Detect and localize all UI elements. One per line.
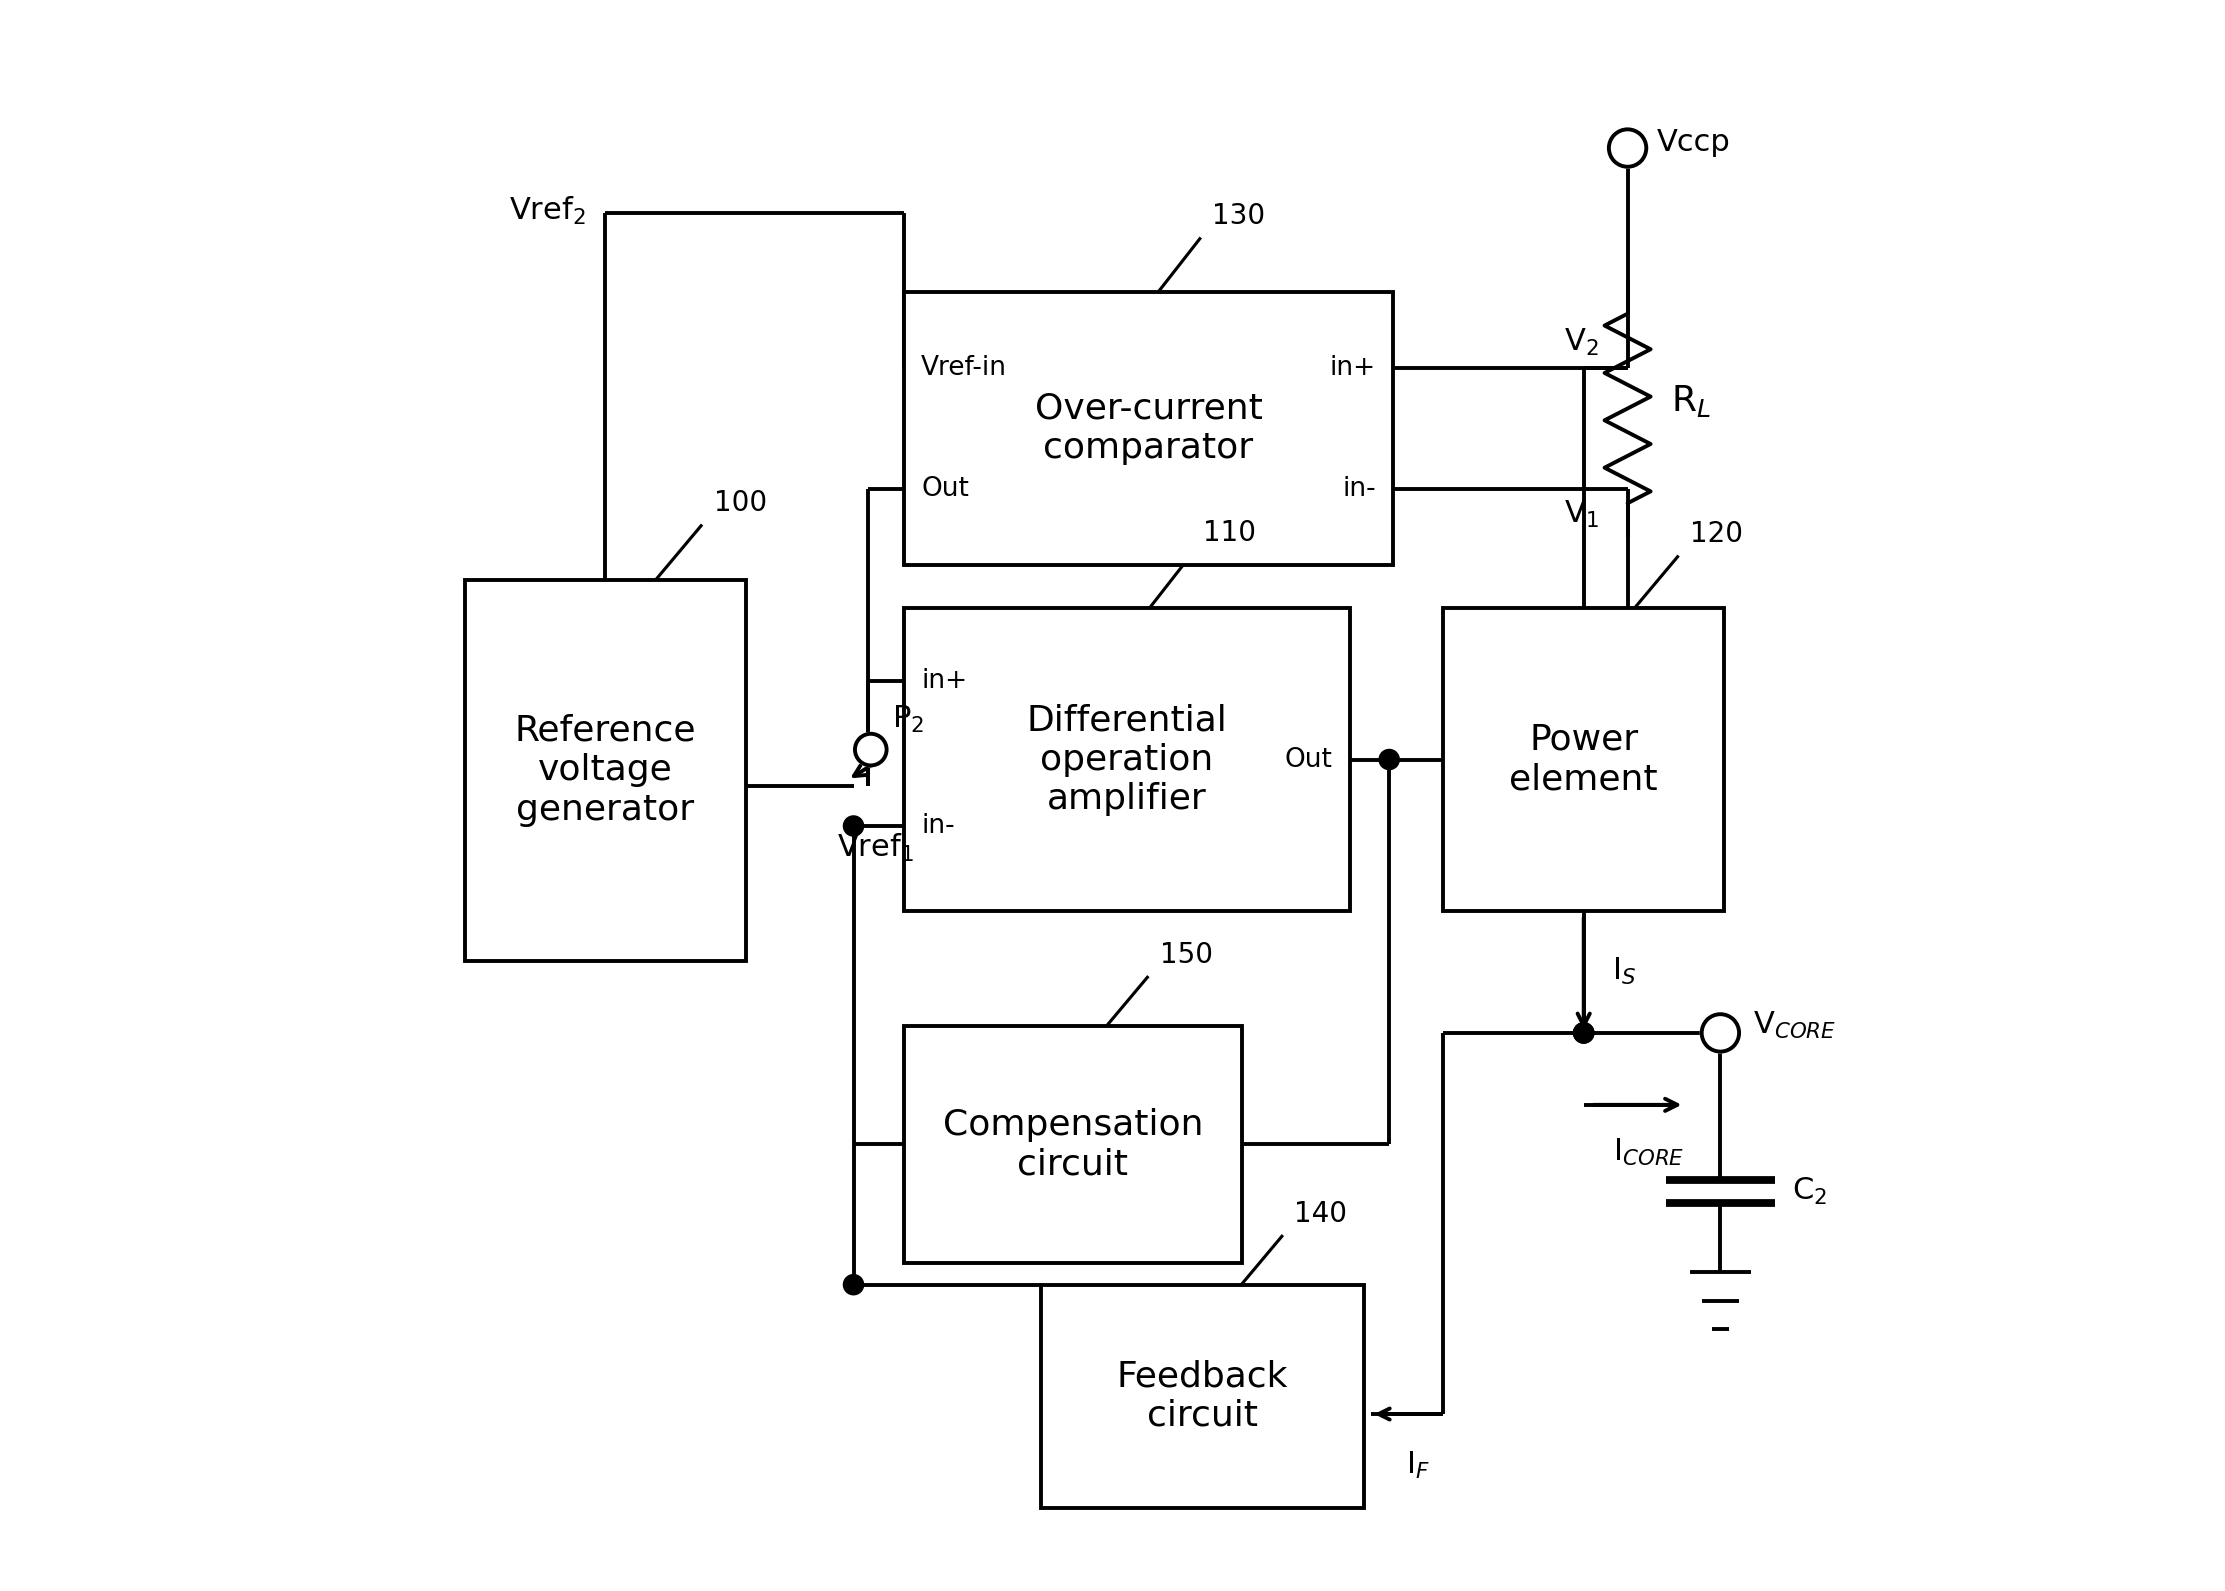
Text: Vref-in: Vref-in [921,355,1008,382]
Circle shape [1573,1023,1593,1044]
Text: V$_2$: V$_2$ [1564,328,1600,358]
Text: Vccp: Vccp [1655,127,1731,158]
Bar [1041,1284,1364,1508]
Text: Vref$_2$: Vref$_2$ [510,196,585,228]
Text: R$_L$: R$_L$ [1671,383,1711,420]
Circle shape [1380,749,1400,770]
Text: 120: 120 [1691,520,1742,549]
Text: Compensation
circuit: Compensation circuit [943,1107,1204,1181]
Circle shape [1573,1023,1593,1044]
Text: Differential
operation
amplifier: Differential operation amplifier [1026,703,1228,816]
Text: Out: Out [1284,746,1333,773]
Text: in+: in+ [921,668,968,694]
Text: 140: 140 [1295,1200,1348,1228]
Text: Over-current
comparator: Over-current comparator [1035,391,1262,465]
Bar [465,579,745,961]
Text: P$_2$: P$_2$ [892,705,926,735]
Text: Vref$_1$: Vref$_1$ [837,832,914,864]
Text: 130: 130 [1213,202,1266,231]
Text: C$_2$: C$_2$ [1793,1176,1827,1206]
Circle shape [1573,1023,1593,1044]
Text: in+: in+ [1331,355,1375,382]
Text: 110: 110 [1204,519,1257,547]
Text: in-: in- [921,813,955,838]
Text: 100: 100 [714,490,768,517]
Text: 150: 150 [1159,940,1213,969]
Bar [903,1026,1242,1263]
Bar [903,608,1351,910]
Text: I$_{CORE}$: I$_{CORE}$ [1613,1136,1684,1168]
Text: I$_F$: I$_F$ [1406,1449,1428,1481]
Circle shape [843,1274,863,1295]
Circle shape [1609,129,1646,167]
Bar [903,291,1393,565]
Circle shape [843,816,863,837]
Text: V$_{CORE}$: V$_{CORE}$ [1753,1010,1836,1041]
Text: Out: Out [921,476,970,501]
Text: Reference
voltage
generator: Reference voltage generator [514,714,696,827]
Circle shape [1702,1013,1740,1052]
Text: in-: in- [1342,476,1375,501]
Text: I$_S$: I$_S$ [1613,956,1638,988]
Text: Feedback
circuit: Feedback circuit [1117,1359,1288,1433]
Circle shape [854,733,886,765]
Text: V$_1$: V$_1$ [1564,500,1600,530]
Text: Power
element: Power element [1509,722,1658,796]
Bar [1444,608,1724,910]
